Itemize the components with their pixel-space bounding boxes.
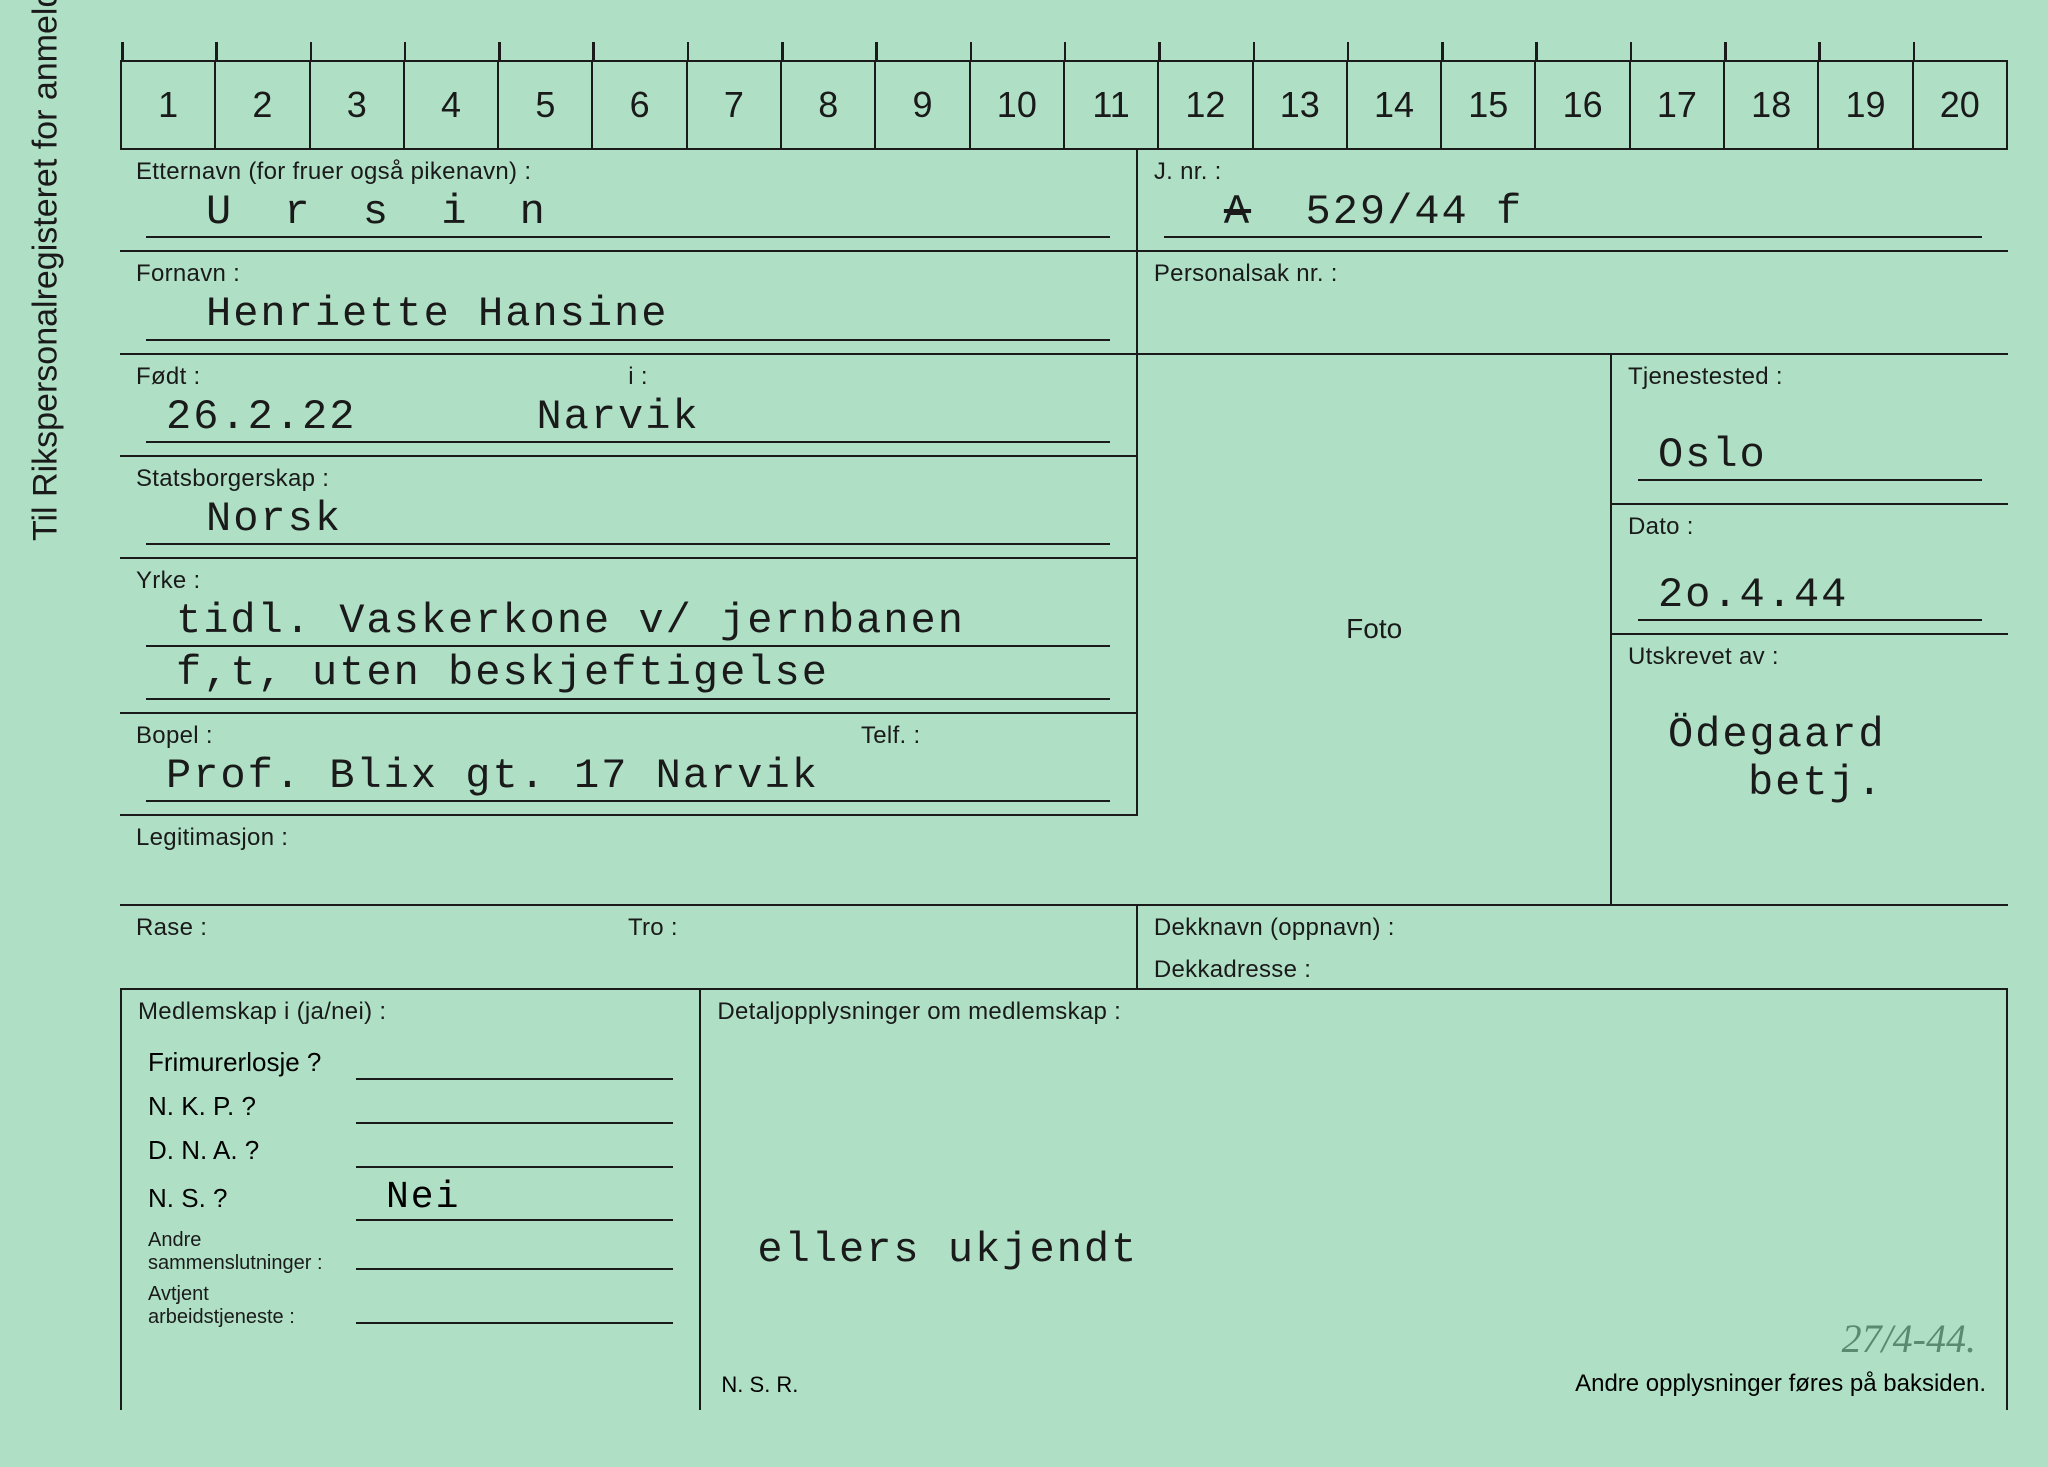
label-statsborgerskap: Statsborgerskap : <box>136 465 1120 493</box>
footer-note: Andre opplysninger føres på baksiden. <box>1575 1370 1986 1398</box>
ruler-cell: 7 <box>688 62 782 148</box>
value-statsborgerskap: Norsk <box>146 495 342 543</box>
ruler-cell: 16 <box>1536 62 1630 148</box>
label-dekkadresse: Dekkadresse : <box>1154 956 1992 984</box>
value-avtjent <box>356 1288 673 1324</box>
value-frimurer <box>356 1044 673 1080</box>
field-dato: Dato : 2o.4.44 <box>1612 505 2008 635</box>
label-rase: Rase : <box>136 914 207 941</box>
field-legitimasjon: Legitimasjon : <box>120 816 1138 906</box>
label-dekknavn: Dekknavn (oppnavn) : <box>1154 914 1992 942</box>
value-nkp <box>356 1088 673 1124</box>
field-fodt: Født : i : 26.2.22 Narvik <box>120 355 1138 457</box>
label-fornavn: Fornavn : <box>136 260 1120 288</box>
registration-card: Til Rikspersonalregisteret for anmeldte.… <box>0 0 2048 1467</box>
label-dna: D. N. A. ? <box>148 1135 348 1166</box>
ruler-cell: 18 <box>1725 62 1819 148</box>
right-stack: Tjenestested : Oslo Dato : 2o.4.44 Utskr… <box>1612 355 2008 906</box>
field-personalsak: Personalsak nr. : <box>1138 252 2008 354</box>
field-yrke: Yrke : tidl. Vaskerkone v/ jernbanen f,t… <box>120 559 1138 714</box>
value-dna <box>356 1132 673 1168</box>
label-tjenestested: Tjenestested : <box>1628 363 1992 391</box>
ruler-cell: 10 <box>971 62 1065 148</box>
value-bopel: Prof. Blix gt. 17 Narvik <box>146 752 819 800</box>
label-foto: Foto <box>1346 613 1402 645</box>
label-utskrevet: Utskrevet av : <box>1628 643 1992 671</box>
foto-box: Foto <box>1138 355 1612 906</box>
field-fornavn: Fornavn : Henriette Hansine <box>120 252 1138 354</box>
label-etternavn: Etternavn (for fruer også pikenavn) : <box>136 158 1120 186</box>
ruler-cell: 11 <box>1065 62 1159 148</box>
ruler-cell: 6 <box>593 62 687 148</box>
field-statsborgerskap: Statsborgerskap : Norsk <box>120 457 1138 559</box>
value-utskrevet-1: Ödegaard <box>1628 711 1992 759</box>
ruler-cell: 3 <box>311 62 405 148</box>
ruler-cell: 5 <box>499 62 593 148</box>
field-jnr: J. nr. : A 529/44 f <box>1138 150 2008 252</box>
value-etternavn: U r s i n <box>146 188 559 236</box>
value-tjenestested: Oslo <box>1638 431 1767 479</box>
label-telf: Telf. : <box>861 722 920 750</box>
ruler-cell: 4 <box>405 62 499 148</box>
ruler-cell: 1 <box>122 62 216 148</box>
label-legitimasjon: Legitimasjon : <box>136 824 1122 852</box>
field-medlemskap: Medlemskap i (ja/nei) : Frimurerlosje ? … <box>122 990 701 1410</box>
label-yrke: Yrke : <box>136 567 1120 595</box>
row-surname: Etternavn (for fruer også pikenavn) : U … <box>120 150 2008 252</box>
value-fornavn: Henriette Hansine <box>146 290 668 338</box>
vertical-title: Til Rikspersonalregisteret for anmeldte. <box>27 0 66 541</box>
ruler-cell: 8 <box>782 62 876 148</box>
label-jnr: J. nr. : <box>1154 158 1992 186</box>
field-dekk: Dekknavn (oppnavn) : Dekkadresse : <box>1138 906 2008 990</box>
ruler-cell: 12 <box>1159 62 1253 148</box>
row-membership: Medlemskap i (ja/nei) : Frimurerlosje ? … <box>120 990 2008 1410</box>
left-stack: Født : i : 26.2.22 Narvik Statsborgerska… <box>120 355 1138 906</box>
label-nsr: N. S. R. <box>721 1372 798 1398</box>
value-utskrevet-2: betj. <box>1628 759 1992 807</box>
value-andre <box>356 1234 673 1270</box>
field-etternavn: Etternavn (for fruer også pikenavn) : U … <box>120 150 1138 252</box>
ruler-scale: 1 2 3 4 5 6 7 8 9 10 11 12 13 14 15 16 1… <box>120 60 2008 150</box>
ruler-cell: 17 <box>1631 62 1725 148</box>
label-detalj: Detaljopplysninger om medlemskap : <box>717 998 1990 1026</box>
field-detalj: Detaljopplysninger om medlemskap : eller… <box>701 990 2006 1410</box>
ruler-cell: 20 <box>1914 62 2006 148</box>
label-dato: Dato : <box>1628 513 1992 541</box>
value-ns: Nei <box>356 1176 673 1221</box>
label-fodt: Født : <box>136 363 200 390</box>
value-yrke-1: tidl. Vaskerkone v/ jernbanen <box>146 597 965 645</box>
ruler-cell: 9 <box>876 62 970 148</box>
label-avtjent: Avtjent arbeidstjeneste : <box>148 1283 348 1329</box>
label-bopel: Bopel : <box>136 722 213 750</box>
value-yrke-2: f,t, uten beskjeftigelse <box>146 649 829 697</box>
field-bopel: Bopel : Telf. : Prof. Blix gt. 17 Narvik <box>120 714 1138 816</box>
ruler-cell: 19 <box>1819 62 1913 148</box>
value-jnr-prefix: A 529/44 f <box>1164 188 1523 236</box>
row-main-block: Født : i : 26.2.22 Narvik Statsborgerska… <box>120 355 2008 906</box>
field-utskrevet: Utskrevet av : Ödegaard betj. <box>1612 635 2008 906</box>
value-detalj: ellers ukjendt <box>717 1226 1990 1274</box>
label-andre: Andre sammenslutninger : <box>148 1229 348 1275</box>
value-fodt: 26.2.22 <box>146 393 356 441</box>
label-nkp: N. K. P. ? <box>148 1091 348 1122</box>
field-rase-tro: Rase : Tro : <box>120 906 1138 990</box>
label-medlemskap: Medlemskap i (ja/nei) : <box>138 998 683 1026</box>
label-ns: N. S. ? <box>148 1183 348 1214</box>
ruler-cell: 2 <box>216 62 310 148</box>
ruler-cell: 15 <box>1442 62 1536 148</box>
field-tjenestested: Tjenestested : Oslo <box>1612 355 2008 505</box>
value-dato: 2o.4.44 <box>1638 571 1848 619</box>
row-rase-dekk: Rase : Tro : Dekknavn (oppnavn) : Dekkad… <box>120 906 2008 990</box>
label-personalsak: Personalsak nr. : <box>1154 260 1992 288</box>
ruler-cell: 13 <box>1254 62 1348 148</box>
label-fodt-i: i : <box>628 363 648 390</box>
handwritten-date: 27/4-44. <box>1842 1315 1976 1362</box>
ruler-cell: 14 <box>1348 62 1442 148</box>
row-firstname: Fornavn : Henriette Hansine Personalsak … <box>120 252 2008 354</box>
label-frimurer: Frimurerlosje ? <box>148 1047 348 1078</box>
label-tro: Tro : <box>628 914 678 941</box>
card-content: 1 2 3 4 5 6 7 8 9 10 11 12 13 14 15 16 1… <box>120 60 2008 1467</box>
value-fodt-i: Narvik <box>356 393 699 441</box>
